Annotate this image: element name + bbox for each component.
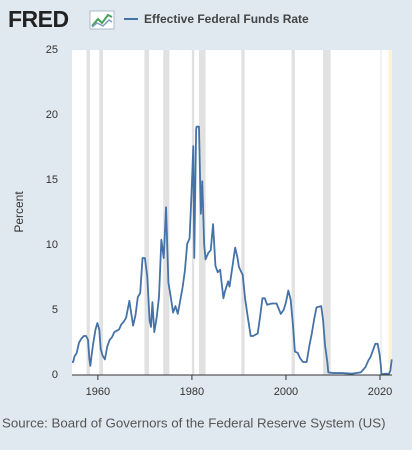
y-tick-label: 0 [52,369,58,381]
recession-band [86,50,90,375]
y-axis-label: Percent [12,191,26,233]
x-tick-label: 2000 [274,386,298,398]
legend-label: Effective Federal Funds Rate [144,12,309,26]
y-tick-label: 25 [46,44,58,56]
recession-band [380,50,382,375]
plot-area [72,50,392,375]
recession-band [198,50,206,375]
y-tick-label: 15 [46,174,58,186]
x-tick-label: 2020 [368,386,392,398]
source: Source: Board of Governors of the Federa… [2,416,386,431]
x-tick-label: 1980 [180,386,204,398]
recession-band [144,50,150,375]
highlight-band [388,50,392,375]
y-tick-label: 20 [46,109,58,121]
x-tick-label: 1960 [86,386,110,398]
y-tick-label: 5 [52,304,58,316]
logo[interactable]: FRED [8,6,69,32]
recession-band [323,50,331,375]
recession-band [99,50,104,375]
logo-icon [89,10,115,30]
recession-band [241,50,245,375]
recession-band [291,50,295,375]
y-tick-label: 10 [46,239,58,251]
series-line [72,125,393,376]
